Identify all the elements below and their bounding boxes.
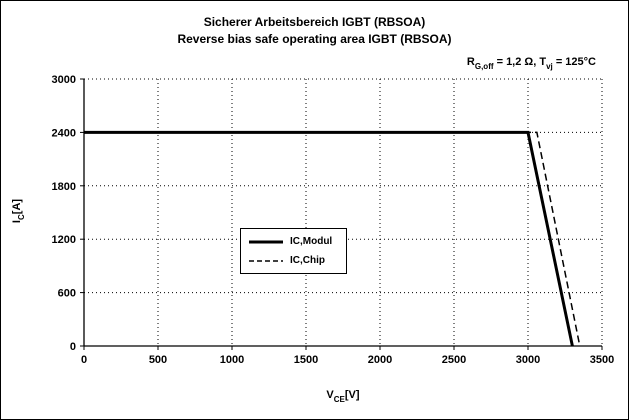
- y-tick-label: 600: [58, 288, 76, 300]
- r-subscript: G,off: [474, 62, 494, 72]
- legend: IC,Modul IC,Chip: [240, 228, 347, 274]
- x-axis-label: VCE[V]: [326, 389, 360, 405]
- x-tick-label: 2000: [368, 354, 392, 366]
- legend-label-modul: IC,Modul: [290, 236, 333, 247]
- y-tick-label: 2400: [52, 127, 76, 139]
- legend-label-chip: IC,Chip: [290, 255, 325, 266]
- x-tick-label: 2500: [442, 354, 466, 366]
- x-tick-label: 1000: [220, 354, 244, 366]
- chart-title-english: Reverse bias safe operating area IGBT (R…: [177, 32, 452, 46]
- chart-condition-annotation: RG,off = 1,2 Ω, Tvj = 125°C: [466, 56, 596, 72]
- x-tick-label: 500: [149, 354, 167, 366]
- x-tick-label: 3500: [590, 354, 614, 366]
- x-tick-label: 1500: [294, 354, 318, 366]
- y-tick-label: 1200: [52, 234, 76, 246]
- x-tick-label: 3000: [516, 354, 540, 366]
- t-subscript: vj: [546, 62, 553, 72]
- y-tick-label: 0: [70, 341, 76, 353]
- series-line-1: [84, 131, 581, 347]
- x-tick-label: 0: [81, 354, 87, 366]
- y-tick-label: 3000: [52, 74, 76, 86]
- legend-item-chip: IC,Chip: [249, 255, 338, 266]
- y-tick-label: 1800: [52, 181, 76, 193]
- dashed-line-sample-icon: [249, 259, 283, 262]
- r-symbol: R: [466, 56, 475, 68]
- t-value: = 125°C: [552, 56, 596, 68]
- t-symbol: T: [539, 56, 547, 68]
- legend-item-modul: IC,Modul: [249, 236, 338, 247]
- chart-title-german: Sicherer Arbeitsbereich IGBT (RBSOA): [203, 15, 426, 29]
- r-value: = 1,2 Ω,: [493, 56, 540, 68]
- chart-titles: Sicherer Arbeitsbereich IGBT (RBSOA) Rev…: [1, 14, 628, 48]
- solid-line-sample-icon: [249, 240, 283, 243]
